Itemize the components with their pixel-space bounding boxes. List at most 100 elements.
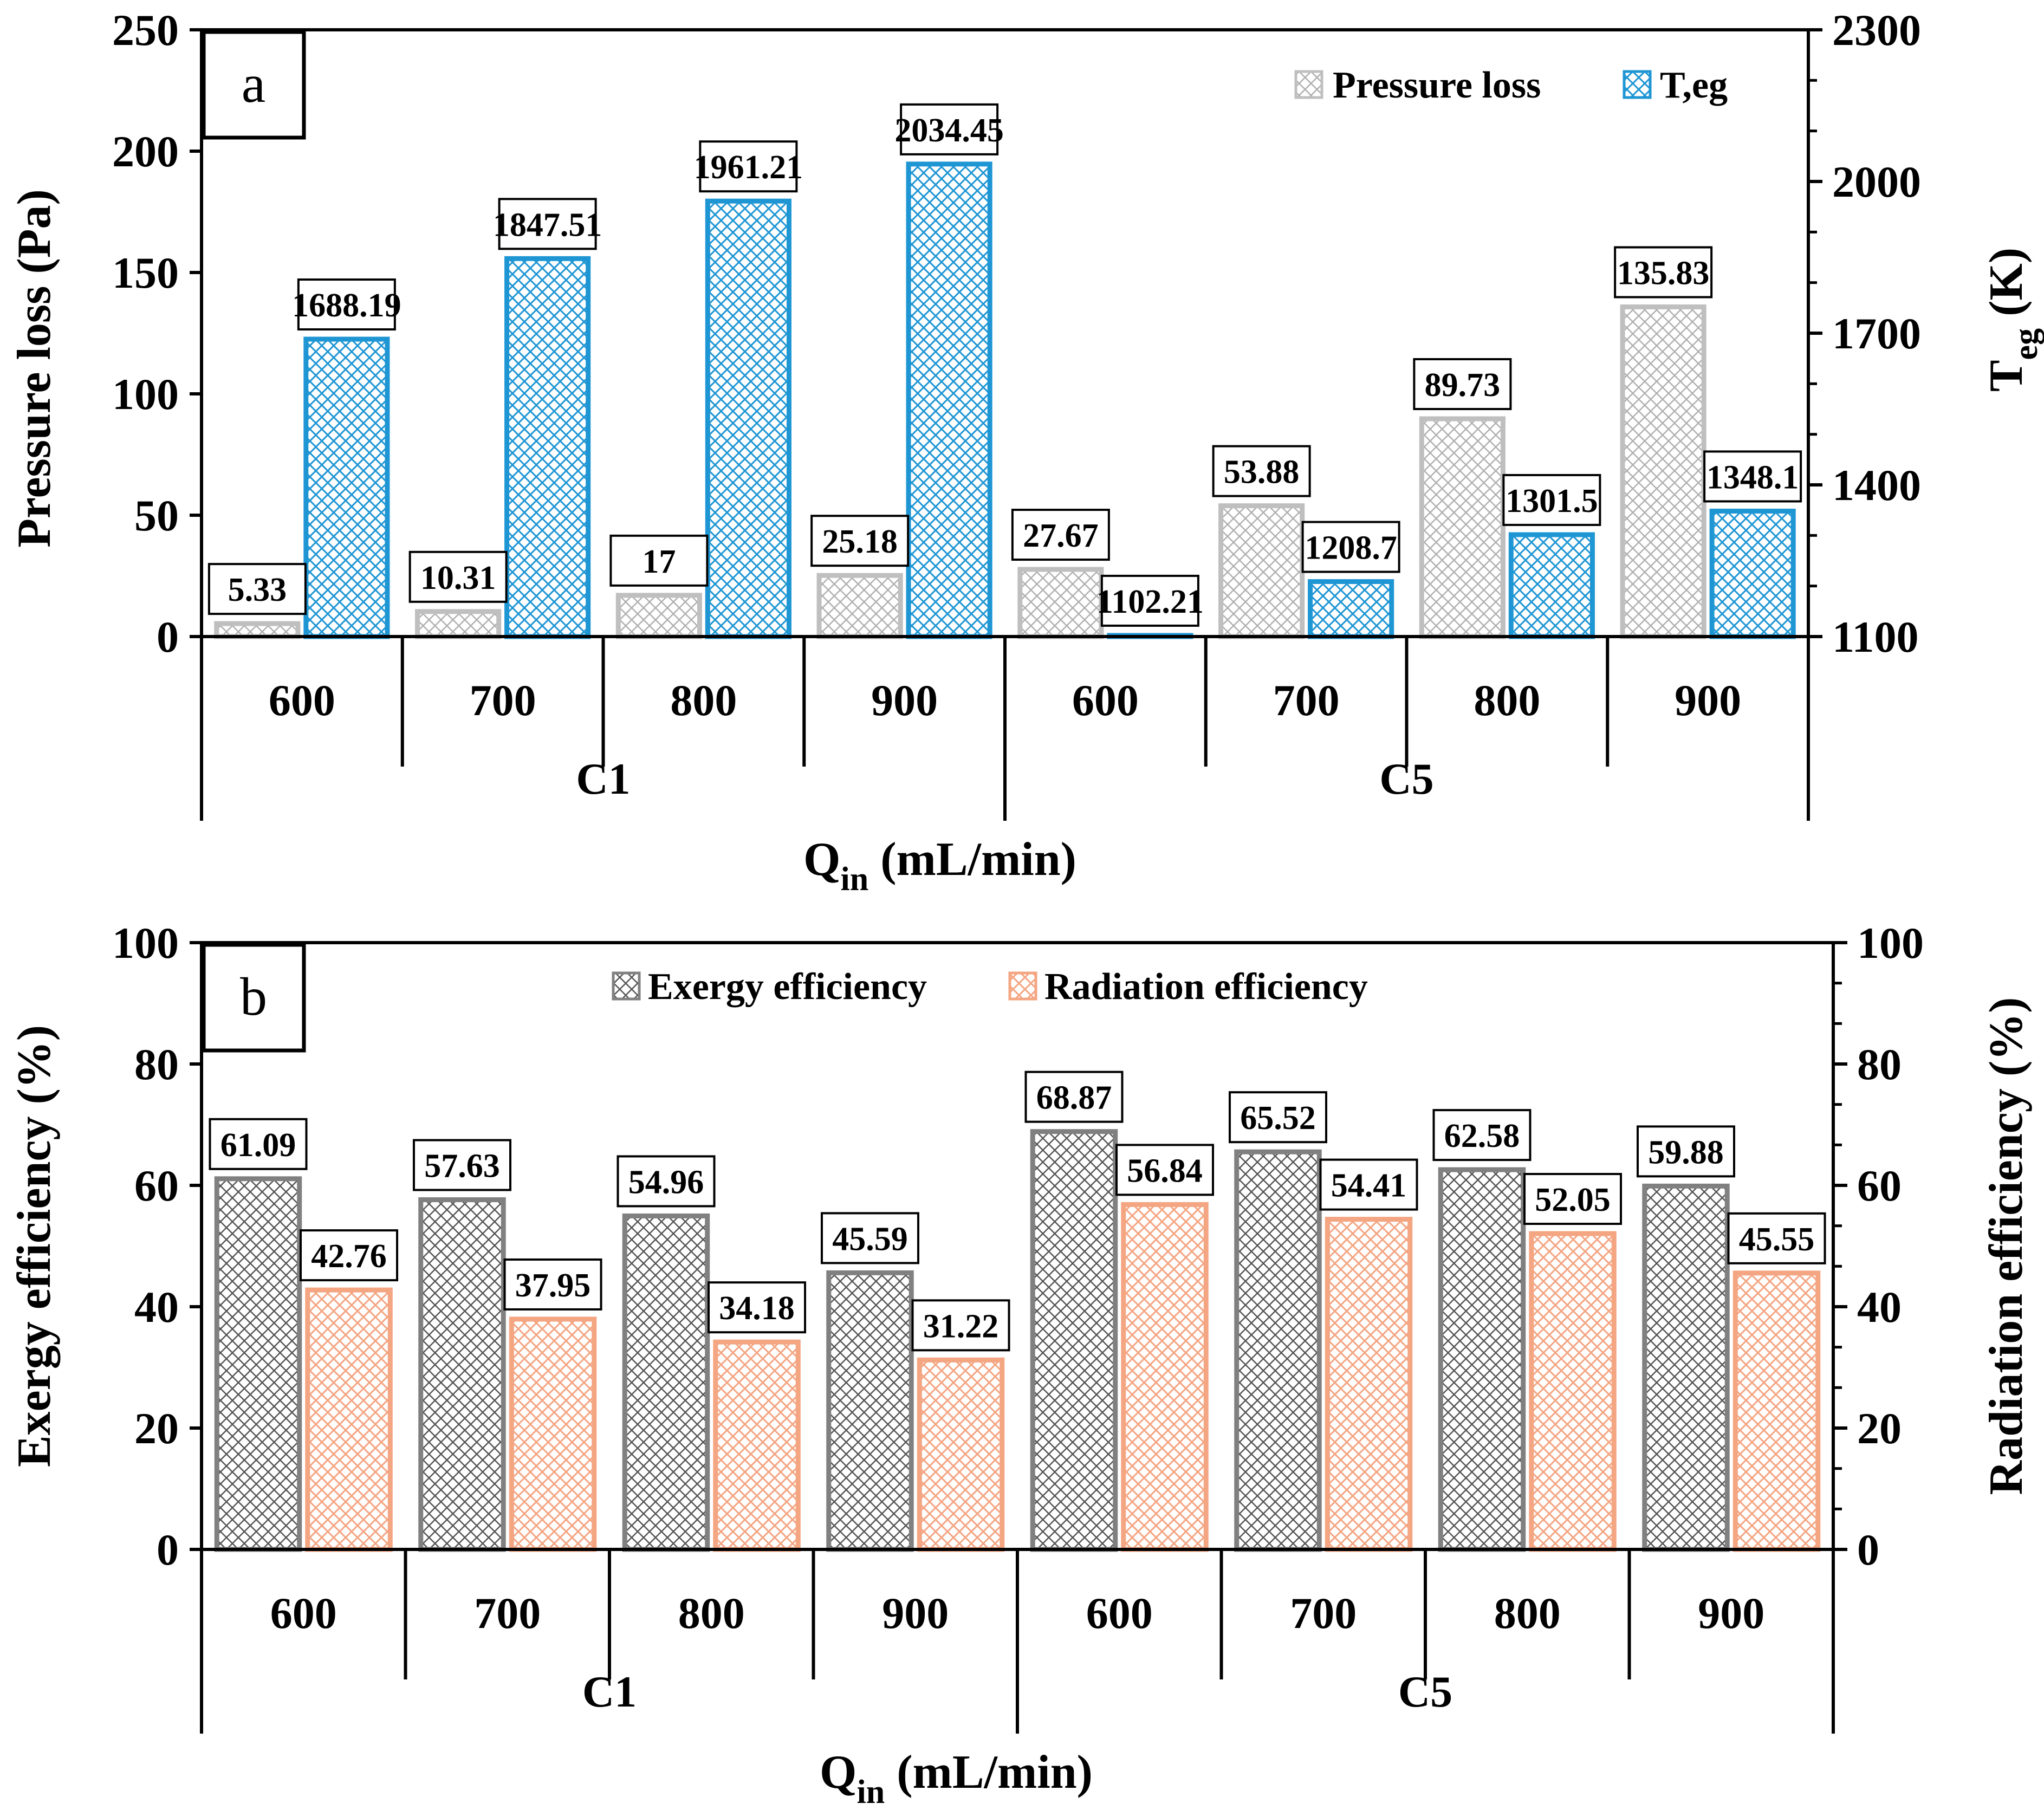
bar-t-eg-2 — [504, 256, 591, 639]
panel-a-right-axis-title: Teg (K) — [1980, 248, 2044, 392]
panel-b-x-axis-title: Qin (mL/min) — [820, 1746, 1093, 1810]
value-label-pressure-loss-5: 27.67 — [1023, 517, 1099, 554]
bar-t-eg-7 — [1508, 532, 1595, 639]
bar-radiation-efficiency-7 — [1529, 1231, 1617, 1552]
value-label-pressure-loss-7: 89.73 — [1425, 367, 1501, 404]
legend-swatch-radiation — [1008, 971, 1037, 1001]
bar-exergy-efficiency-2 — [418, 1197, 506, 1552]
value-label-box-radiation-efficiency-1 — [300, 1229, 399, 1282]
panel-a-letter: a — [242, 54, 265, 114]
bar-exergy-efficiency-1 — [214, 1176, 302, 1552]
bar-pressure-loss-7 — [1419, 416, 1506, 639]
category-label-5: 600 — [1086, 1588, 1153, 1638]
value-label-radiation-efficiency-7: 52.05 — [1535, 1182, 1611, 1218]
value-label-box-pressure-loss-2 — [408, 550, 508, 603]
value-label-box-pressure-loss-7 — [1413, 358, 1512, 411]
value-label-exergy-efficiency-6: 65.52 — [1240, 1100, 1316, 1137]
value-label-t-eg-8: 1348.1 — [1706, 459, 1799, 496]
value-label-box-pressure-loss-8 — [1614, 246, 1713, 299]
legend-label-pressure-loss: Pressure loss — [1333, 64, 1541, 106]
legend-swatch-pressure-loss — [1294, 70, 1323, 99]
value-label-box-exergy-efficiency-3 — [617, 1155, 716, 1208]
category-label-8: 900 — [1675, 676, 1741, 725]
value-label-box-radiation-efficiency-7 — [1523, 1173, 1623, 1225]
value-label-box-pressure-loss-4 — [810, 515, 910, 567]
bar-pressure-loss-5 — [1017, 567, 1104, 639]
panel-b-legend: Exergy efficiency Radiation efficiency — [612, 966, 1368, 1008]
bar-radiation-efficiency-6 — [1325, 1217, 1413, 1552]
bar-pressure-loss-1 — [214, 621, 301, 639]
left-axis-tick-label-5: 100 — [112, 918, 179, 968]
bar-t-eg-8 — [1709, 508, 1796, 639]
value-label-pressure-loss-8: 135.83 — [1617, 255, 1710, 291]
bar-pressure-loss-6 — [1218, 503, 1305, 639]
value-label-box-t-eg-7 — [1502, 473, 1601, 526]
value-label-radiation-efficiency-4: 31.22 — [923, 1308, 999, 1345]
value-label-radiation-efficiency-3: 34.18 — [719, 1290, 795, 1327]
panel-a-right-axis: 1100 1400 1700 2000 2300 — [1808, 5, 1921, 661]
category-label-6: 700 — [1290, 1588, 1357, 1638]
value-label-box-radiation-efficiency-2 — [503, 1258, 602, 1311]
category-label-7: 800 — [1494, 1588, 1561, 1638]
group-label-c1: C1 — [576, 754, 630, 803]
legend-label-exergy: Exergy efficiency — [648, 966, 927, 1008]
left-axis-tick-label-1: 50 — [134, 491, 179, 540]
value-label-box-t-eg-5 — [1100, 574, 1199, 627]
bar-exergy-efficiency-7 — [1438, 1167, 1526, 1552]
value-label-t-eg-5: 1102.21 — [1096, 583, 1204, 620]
bar-exergy-efficiency-8 — [1642, 1183, 1730, 1552]
legend-label-radiation: Radiation efficiency — [1044, 966, 1368, 1008]
group-label-c1: C1 — [582, 1667, 637, 1716]
category-label-1: 600 — [269, 676, 335, 725]
group-label-c5: C5 — [1398, 1667, 1452, 1716]
legend-swatch-exergy — [612, 971, 641, 1001]
value-label-pressure-loss-1: 5.33 — [228, 572, 287, 608]
value-label-box-exergy-efficiency-4 — [820, 1212, 919, 1264]
bar-exergy-efficiency-4 — [826, 1270, 914, 1552]
panel-a-left-axis-title: Pressure loss (Pa) — [8, 189, 61, 548]
value-label-box-pressure-loss-5 — [1011, 509, 1110, 561]
category-label-3: 800 — [678, 1588, 745, 1638]
category-label-4: 900 — [871, 676, 938, 725]
left-axis-tick-label-4: 80 — [134, 1040, 179, 1089]
value-label-radiation-efficiency-2: 37.95 — [515, 1267, 591, 1304]
bar-exergy-efficiency-5 — [1030, 1129, 1118, 1552]
panel-b-left-axis: 0 20 40 60 80 100 — [112, 918, 202, 1574]
value-label-box-radiation-efficiency-3 — [708, 1281, 807, 1334]
legend-swatch-teg — [1623, 70, 1652, 99]
value-label-t-eg-3: 1961.21 — [694, 149, 803, 186]
bar-radiation-efficiency-2 — [509, 1316, 597, 1552]
category-label-5: 600 — [1072, 676, 1139, 725]
category-label-4: 900 — [882, 1588, 949, 1638]
right-axis-tick-label-2: 40 — [1857, 1282, 1902, 1332]
right-axis-tick-label-0: 0 — [1857, 1525, 1879, 1574]
value-label-box-t-eg-8 — [1703, 450, 1802, 503]
panel-a-value-labels: 5.33 10.31 17 25.18 27.67 53.88 89.73 135.83 168… — [207, 103, 1802, 627]
value-label-box-exergy-efficiency-1 — [209, 1118, 308, 1170]
value-label-exergy-efficiency-2: 57.63 — [424, 1148, 500, 1185]
value-label-box-t-eg-2 — [498, 198, 597, 250]
panel-b-x-axis: 600 700 800 900 600 700 800 900 C1 C5 — [200, 1549, 1835, 1734]
value-label-pressure-loss-2: 10.31 — [420, 560, 496, 596]
value-label-box-exergy-efficiency-2 — [412, 1139, 511, 1191]
value-label-box-t-eg-4 — [900, 103, 999, 155]
right-axis-tick-label-0: 1100 — [1832, 612, 1918, 661]
right-axis-tick-label-4: 80 — [1857, 1040, 1902, 1089]
value-label-box-t-eg-3 — [699, 140, 798, 193]
left-axis-tick-label-2: 100 — [112, 369, 179, 419]
value-label-radiation-efficiency-1: 42.76 — [311, 1238, 387, 1275]
value-label-box-radiation-efficiency-8 — [1727, 1212, 1826, 1264]
value-label-box-t-eg-6 — [1301, 521, 1400, 573]
value-label-t-eg-1: 1688.19 — [292, 287, 401, 324]
value-label-radiation-efficiency-5: 56.84 — [1127, 1152, 1203, 1189]
bar-exergy-efficiency-3 — [622, 1213, 710, 1552]
category-label-2: 700 — [470, 676, 536, 725]
category-label-7: 800 — [1474, 676, 1540, 725]
value-label-radiation-efficiency-6: 54.41 — [1331, 1167, 1407, 1204]
bar-pressure-loss-3 — [615, 593, 702, 639]
value-label-exergy-efficiency-8: 59.88 — [1648, 1134, 1724, 1171]
panel-a-x-axis: 600 700 800 900 600 700 800 900 C1 C5 — [200, 637, 1810, 821]
right-axis-tick-label-3: 60 — [1857, 1161, 1902, 1210]
panel-b-right-axis: 0 20 40 60 80 100 — [1833, 918, 1924, 1574]
value-label-box-radiation-efficiency-6 — [1319, 1158, 1418, 1211]
